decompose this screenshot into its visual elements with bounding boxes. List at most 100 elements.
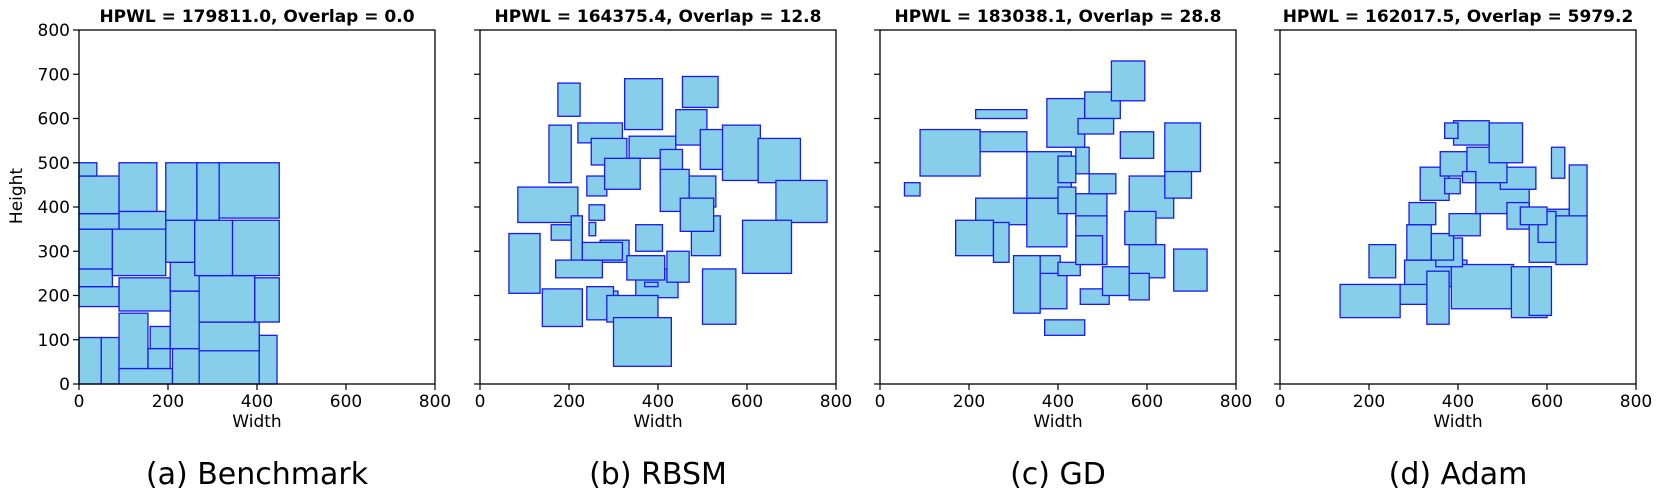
block-rect (1488, 122, 1524, 164)
block-rect (979, 131, 1028, 153)
block-rect (1448, 212, 1481, 237)
block-rect (701, 268, 737, 325)
panel-caption: (c) GD (1010, 457, 1106, 492)
block-rect (1088, 173, 1117, 195)
x-tick-label: 400 (1042, 392, 1074, 412)
block-rect (548, 124, 572, 184)
block-rect (1399, 283, 1430, 306)
block-rect (196, 162, 220, 221)
x-tick-label: 800 (1620, 392, 1652, 412)
block-rect (1444, 122, 1459, 140)
x-axis-label: Width (1033, 412, 1082, 432)
block-rect (254, 277, 280, 323)
x-tick-label: 400 (1442, 392, 1474, 412)
block-rect (1075, 146, 1090, 175)
block-rect (218, 162, 280, 219)
x-tick-label: 600 (1131, 392, 1163, 412)
block-rect (1101, 266, 1130, 297)
y-tick-label: 700 (38, 65, 70, 85)
block-rect (1568, 164, 1588, 217)
block-rect (118, 210, 167, 230)
block-rect (517, 186, 579, 224)
block-rect (1430, 232, 1455, 261)
y-tick-label: 200 (38, 287, 70, 307)
x-tick-label: 0 (475, 392, 486, 412)
block-rect (1368, 243, 1397, 279)
block-rect (1110, 60, 1146, 102)
block-rect (1555, 215, 1588, 266)
panel-title: HPWL = 179811.0, Overlap = 0.0 (99, 7, 414, 27)
block-rect (1164, 122, 1202, 173)
block-rect (1057, 186, 1077, 215)
block-rect (588, 221, 597, 237)
x-tick-label: 800 (419, 392, 451, 412)
x-tick-label: 400 (642, 392, 674, 412)
block-rect (1012, 255, 1041, 314)
panels: HPWL = 179811.0, Overlap = 0.0 0 200 400 600… (38, 7, 1653, 492)
block-rect (1075, 235, 1104, 266)
block-rect (78, 285, 120, 308)
block-rect (1461, 170, 1477, 184)
block-rect (919, 128, 981, 177)
panel-2: HPWL = 164375.4, Overlap = 12.8 0 200 400 60… (474, 7, 852, 492)
block-rect (78, 212, 120, 230)
panel-title: HPWL = 164375.4, Overlap = 12.8 (495, 7, 822, 27)
x-tick-label: 600 (731, 392, 763, 412)
panel-caption: (d) Adam (1389, 457, 1528, 492)
block-rect (741, 219, 793, 275)
x-axis-label: Width (232, 412, 281, 432)
block-rect (557, 82, 581, 117)
block-rect (118, 367, 174, 385)
block-rect (194, 219, 234, 277)
block-rect (757, 137, 802, 184)
block-rect (903, 182, 921, 197)
panel-caption: (a) Benchmark (146, 457, 369, 492)
blocks (1339, 120, 1588, 325)
x-axis-label: Width (633, 412, 682, 432)
blocks (903, 60, 1208, 336)
block-rect (1128, 272, 1150, 301)
y-tick-label: 300 (38, 242, 70, 262)
x-tick-label: 0 (1275, 392, 1286, 412)
x-tick-label: 200 (1353, 392, 1385, 412)
block-rect (541, 288, 583, 328)
block-rect (612, 316, 672, 367)
block-rect (78, 228, 114, 270)
x-tick-label: 400 (241, 392, 273, 412)
block-rect (165, 162, 198, 221)
x-tick-label: 0 (74, 392, 85, 412)
block-rect (1339, 283, 1401, 319)
block-rect (100, 336, 120, 385)
blocks (508, 75, 828, 367)
block-rect (149, 325, 171, 350)
block-rect (550, 224, 572, 241)
block-rect (635, 224, 664, 252)
block-rect (78, 175, 120, 215)
block-rect (508, 232, 541, 294)
block-rect (169, 290, 200, 350)
block-rect (78, 268, 114, 288)
panel-4: HPWL = 162017.5, Overlap = 5979.2 0 200 400… (1274, 7, 1652, 492)
block-rect (118, 162, 158, 213)
x-tick-label: 200 (553, 392, 585, 412)
y-axis-label: Height (7, 168, 27, 225)
block-rect (1077, 117, 1115, 135)
block-rect (975, 109, 1028, 120)
block-rect (1406, 224, 1432, 261)
panel-1: HPWL = 179811.0, Overlap = 0.0 0 200 400 600… (38, 7, 452, 492)
block-rect (258, 334, 278, 385)
block-rect (581, 241, 624, 261)
block-rect (679, 197, 715, 232)
x-tick-label: 600 (1531, 392, 1563, 412)
block-rect (623, 78, 664, 131)
block-rect (1164, 170, 1193, 199)
block-rect (586, 175, 608, 197)
x-tick-label: 200 (152, 392, 184, 412)
block-rect (992, 221, 1010, 263)
block-rect (1550, 146, 1566, 179)
block-rect (1452, 120, 1490, 146)
block-rect (588, 204, 606, 221)
block-rect (118, 277, 171, 312)
block-rect (1124, 210, 1157, 246)
block-rect (1528, 266, 1553, 317)
